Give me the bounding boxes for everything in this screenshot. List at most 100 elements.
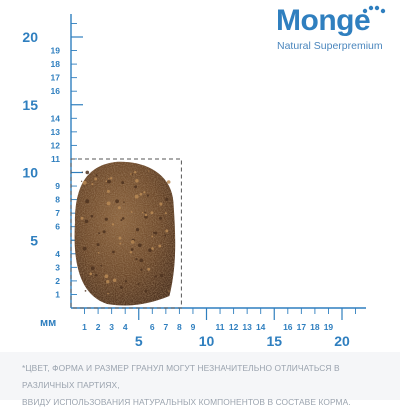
kibble-speckle bbox=[109, 177, 113, 180]
kibble-speckle bbox=[130, 211, 133, 213]
kibble-speckle bbox=[144, 289, 148, 293]
x-tick-label: 17 bbox=[297, 322, 307, 332]
kibble-speckle bbox=[134, 185, 138, 189]
kibble-speckle bbox=[147, 267, 151, 271]
x-tick-label: 19 bbox=[324, 322, 334, 332]
kibble-speckle bbox=[135, 257, 138, 261]
kibble-speckle bbox=[130, 248, 134, 251]
x-tick-label: 4 bbox=[123, 322, 128, 332]
y-tick-label: 14 bbox=[51, 113, 61, 123]
kibble-speckle bbox=[144, 211, 146, 214]
x-tick-label: 12 bbox=[229, 322, 239, 332]
kibble-speckle bbox=[139, 192, 143, 196]
y-tick-label: 6 bbox=[55, 222, 60, 232]
kibble-speckle bbox=[164, 212, 167, 215]
kibble-speckle bbox=[165, 197, 169, 202]
x-tick-label: 8 bbox=[177, 322, 182, 332]
kibble-speckle bbox=[119, 242, 122, 245]
kibble-speckle bbox=[106, 201, 111, 206]
kibble-speckle bbox=[89, 272, 93, 276]
kibble-speckle bbox=[80, 180, 83, 182]
x-tick-label: 14 bbox=[256, 322, 266, 332]
kibble-speckle bbox=[139, 258, 144, 263]
y-tick-label: 12 bbox=[51, 140, 61, 150]
x-tick-label: 7 bbox=[163, 322, 168, 332]
brand-logo: Monge Natural Superpremium bbox=[276, 4, 394, 60]
kibble-speckle bbox=[102, 230, 106, 234]
kibble-speckle bbox=[104, 217, 108, 221]
disclaimer-line-1: *ЦВЕТ, ФОРМА И РАЗМЕР ГРАНУЛ МОГУТ НЕЗНА… bbox=[22, 363, 340, 390]
kibble-speckle bbox=[159, 202, 163, 206]
kibble-speckle bbox=[130, 173, 132, 175]
kibble-speckle bbox=[150, 211, 154, 215]
x-tick-label: 20 bbox=[334, 333, 350, 349]
x-tick-label: 18 bbox=[310, 322, 320, 332]
x-tick-label: 5 bbox=[135, 333, 143, 349]
kibble-speckle bbox=[137, 243, 142, 248]
kibble-size-outline bbox=[70, 158, 182, 309]
y-tick-label: 13 bbox=[51, 127, 61, 137]
kibble-speckle bbox=[124, 280, 128, 283]
kibble-speckle bbox=[82, 246, 87, 251]
kibble-speckle bbox=[111, 223, 115, 226]
kibble-speckle bbox=[107, 179, 111, 184]
x-tick-label: 16 bbox=[283, 322, 293, 332]
kibble-speckle bbox=[80, 216, 84, 220]
y-tick-label: 17 bbox=[51, 73, 61, 83]
kibble-pellet bbox=[74, 161, 176, 306]
y-tick-label: 5 bbox=[30, 232, 38, 248]
kibble-speckle bbox=[90, 214, 94, 218]
kibble-speckle bbox=[84, 219, 89, 224]
kibble-speckle bbox=[129, 251, 133, 254]
kibble-speckle bbox=[146, 194, 150, 197]
kibble-speckle bbox=[140, 268, 143, 271]
y-tick-label: 10 bbox=[22, 165, 38, 181]
kibble-speckle bbox=[121, 181, 125, 185]
kibble-speckle bbox=[118, 236, 122, 240]
kibble-speckle bbox=[107, 292, 109, 295]
kibble-speckle bbox=[84, 290, 87, 292]
kibble-speckle bbox=[90, 266, 95, 271]
kibble-speckle bbox=[104, 274, 109, 279]
kibble-speckle bbox=[141, 211, 144, 214]
y-tick-label: 1 bbox=[55, 289, 60, 299]
x-tick-label: 1 bbox=[82, 322, 87, 332]
kibble-texture bbox=[74, 161, 176, 306]
kibble-speckle bbox=[130, 240, 135, 244]
y-tick-label: 11 bbox=[51, 154, 60, 164]
kibble-speckle bbox=[166, 180, 171, 184]
kibble-speckle bbox=[134, 194, 139, 199]
x-tick-label: 6 bbox=[150, 322, 155, 332]
kibble-speckle bbox=[105, 180, 108, 183]
x-tick-label: 13 bbox=[242, 322, 252, 332]
kibble-speckle bbox=[135, 179, 139, 183]
kibble-speckle bbox=[123, 201, 125, 203]
disclaimer-text: *ЦВЕТ, ФОРМА И РАЗМЕР ГРАНУЛ МОГУТ НЕЗНА… bbox=[22, 360, 392, 411]
kibble-speckle bbox=[158, 216, 163, 220]
kibble-speckle bbox=[94, 177, 98, 181]
x-tick-label: 9 bbox=[191, 322, 196, 332]
kibble-speckle bbox=[158, 244, 162, 248]
kibble-speckle bbox=[165, 229, 169, 233]
y-tick-label: 16 bbox=[51, 86, 61, 96]
y-tick-label: 19 bbox=[51, 46, 61, 56]
kibble-speckle bbox=[168, 290, 170, 292]
unit-label: мм bbox=[40, 317, 56, 329]
x-tick-label: 15 bbox=[266, 333, 282, 349]
y-tick-label: 2 bbox=[55, 276, 60, 286]
crown-icon bbox=[362, 5, 386, 14]
kibble-speckle bbox=[98, 232, 101, 235]
kibble-speckle bbox=[112, 250, 115, 254]
kibble-speckle bbox=[82, 180, 87, 185]
kibble-speckle bbox=[100, 264, 103, 267]
kibble-speckle bbox=[144, 213, 148, 217]
y-tick-label: 15 bbox=[22, 97, 38, 113]
kibble-speckle bbox=[154, 275, 157, 278]
x-tick-label: 3 bbox=[109, 322, 114, 332]
kibble-speckle bbox=[148, 170, 150, 172]
x-tick-label: 10 bbox=[199, 333, 215, 349]
kibble-speckle bbox=[85, 199, 90, 204]
x-tick-label: 11 bbox=[216, 322, 225, 332]
y-tick-label: 4 bbox=[55, 249, 60, 259]
